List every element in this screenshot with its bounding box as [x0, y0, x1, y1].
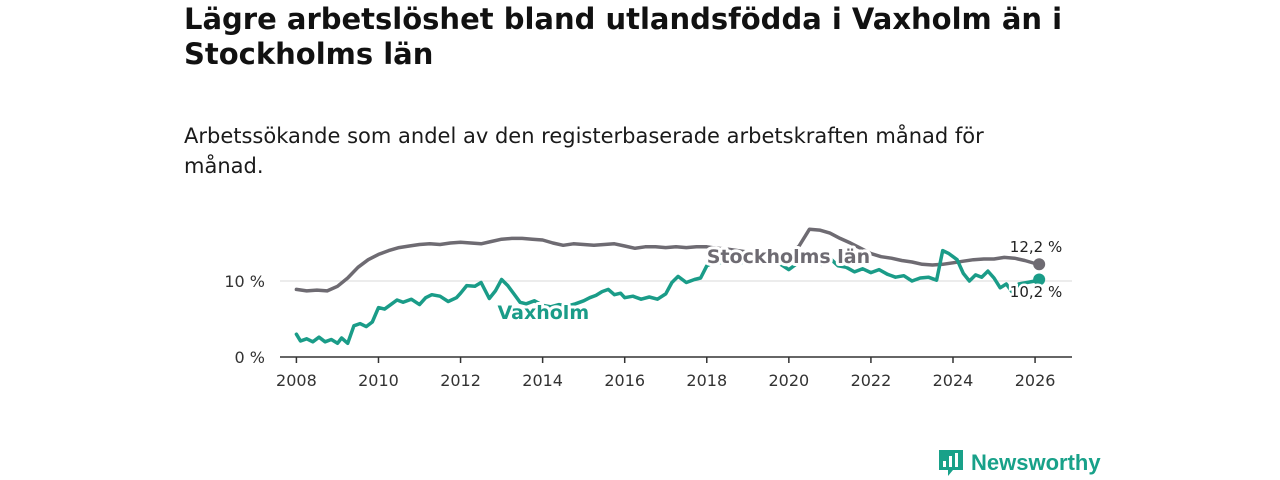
axes: 0 % 10 % 2008 2010 2012 2014 2016 2018 2020 2022 2… — [224, 272, 1072, 390]
x-tick-label: 2022 — [851, 371, 892, 390]
series-lines — [294, 227, 1046, 346]
series-line-stockholms-län — [294, 227, 1041, 293]
end-label-stockholms-lan: 12,2 % — [1010, 238, 1062, 256]
bar-chart-icon — [939, 450, 963, 476]
x-tick-label: 2012 — [440, 371, 481, 390]
x-tick-label: 2024 — [933, 371, 974, 390]
line-chart: 0 % 10 % 2008 2010 2012 2014 2016 2018 2020 2022 2… — [224, 227, 1072, 390]
x-tick-label: 2016 — [604, 371, 645, 390]
x-tick-label: 2008 — [276, 371, 317, 390]
x-tick-label: 2026 — [1015, 371, 1056, 390]
series-label-vaxholm: Vaxholm — [497, 302, 589, 324]
x-tick-label: 2018 — [686, 371, 727, 390]
series-labels: Stockholms län Vaxholm 12,2 % 10,2 % — [494, 236, 1064, 328]
series-line-vaxholm — [294, 248, 1041, 346]
y-tick-label: 10 % — [224, 272, 265, 291]
chart-title: Lägre arbetslöshet bland utlandsfödda i … — [184, 2, 1063, 71]
x-tick-label: 2014 — [522, 371, 563, 390]
x-tick-label: 2020 — [768, 371, 809, 390]
newsworthy-logo: Newsworthy — [937, 448, 1101, 478]
end-point-marker — [1033, 273, 1046, 286]
end-label-vaxholm: 10,2 % — [1010, 283, 1062, 301]
y-tick-label: 0 % — [235, 348, 265, 367]
series-label-stockholms-lan: Stockholms län — [707, 246, 870, 268]
end-point-marker — [1033, 258, 1046, 271]
brand-name: Newsworthy — [971, 450, 1101, 475]
x-tick-label: 2010 — [358, 371, 399, 390]
chart-subtitle: Arbetssökande som andel av den registerb… — [184, 124, 984, 178]
